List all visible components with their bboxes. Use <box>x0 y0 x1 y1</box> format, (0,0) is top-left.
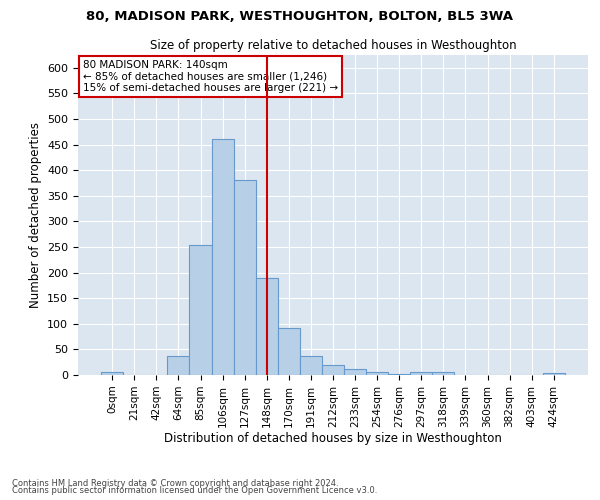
Bar <box>167 356 190 375</box>
Bar <box>101 372 123 375</box>
Bar <box>388 374 410 375</box>
Bar <box>410 372 433 375</box>
X-axis label: Distribution of detached houses by size in Westhoughton: Distribution of detached houses by size … <box>164 432 502 446</box>
Title: Size of property relative to detached houses in Westhoughton: Size of property relative to detached ho… <box>149 40 517 52</box>
Text: 80 MADISON PARK: 140sqm
← 85% of detached houses are smaller (1,246)
15% of semi: 80 MADISON PARK: 140sqm ← 85% of detache… <box>83 60 338 93</box>
Bar <box>278 328 300 375</box>
Bar <box>433 372 454 375</box>
Text: 80, MADISON PARK, WESTHOUGHTON, BOLTON, BL5 3WA: 80, MADISON PARK, WESTHOUGHTON, BOLTON, … <box>86 10 514 23</box>
Bar <box>300 356 322 375</box>
Text: Contains public sector information licensed under the Open Government Licence v3: Contains public sector information licen… <box>12 486 377 495</box>
Bar <box>190 246 212 375</box>
Bar <box>212 140 233 375</box>
Bar <box>344 369 366 375</box>
Text: Contains HM Land Registry data © Crown copyright and database right 2024.: Contains HM Land Registry data © Crown c… <box>12 478 338 488</box>
Bar <box>543 373 565 375</box>
Bar <box>322 365 344 375</box>
Bar <box>366 372 388 375</box>
Bar <box>256 278 278 375</box>
Bar <box>233 180 256 375</box>
Y-axis label: Number of detached properties: Number of detached properties <box>29 122 41 308</box>
